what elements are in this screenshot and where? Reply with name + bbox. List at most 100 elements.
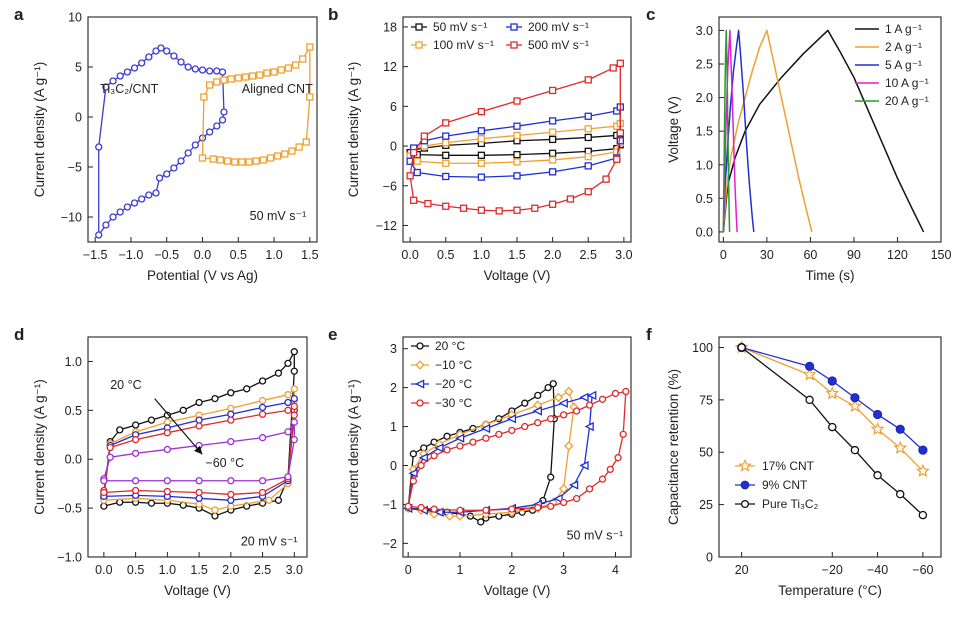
x-tick-label: −20 [822,563,843,577]
data-point [209,155,217,163]
legend-label: 500 mV s⁻¹ [528,38,589,52]
arrow-line [154,398,203,455]
data-point [579,460,589,471]
series-line [407,383,555,523]
y-tick-label: 3 [390,342,397,356]
x-tick-label: 0.0 [401,248,418,262]
y-tick-label: 75 [699,393,713,407]
panel-a: a −1.5 −1.0 −0.5 0.0 0.5 1.0 1.5 −10 −5 0 5 10 Potent… [14,5,319,283]
y-axis-label: Current density (A g⁻¹) [346,379,361,514]
x-tick-label: 1.0 [159,563,176,577]
data-point [477,206,486,214]
plot-area [722,29,925,233]
legend-label: −20 °C [435,377,472,391]
data-point [100,502,108,510]
data-point [184,63,192,71]
legend-marker [416,399,424,407]
data-point [737,343,746,352]
data-point [531,204,539,212]
data-point [559,498,568,507]
annotation: 20 mV s⁻¹ [241,534,298,548]
data-point [163,477,171,485]
data-point [290,394,298,403]
x-tick-label: 0 [720,248,727,262]
data-point [177,58,185,66]
y-tick-label: 0.5 [65,404,82,418]
data-point [227,437,235,446]
data-point [477,159,486,167]
data-point [456,442,464,450]
x-tick-label: 2.5 [580,248,597,262]
data-point [258,488,267,497]
data-point [195,422,203,430]
data-point [273,152,282,160]
data-point [100,488,108,497]
x-axis-label: Voltage (V) [484,268,551,283]
data-point [195,416,203,424]
data-point [195,500,203,508]
data-point [805,361,815,371]
data-point [825,386,840,400]
data-point [469,438,477,446]
data-point [227,404,235,413]
data-point [534,503,542,512]
legend-marker [416,342,424,350]
data-point [513,158,521,166]
data-point [454,433,465,443]
legend-label: 20 A g⁻¹ [885,94,929,108]
data-point [564,386,574,397]
data-point [442,159,450,167]
data-point [258,403,267,412]
series-line [722,29,813,233]
data-point [424,199,432,208]
data-point [145,53,153,61]
data-point [163,445,171,454]
data-point [213,122,221,130]
annotation: 20 °C [110,378,141,392]
data-point [227,389,235,397]
panel-b: b 0.0 0.5 1.0 1.5 2.0 2.5 3.0 −12 −6 0 6 12 18 Voltage… [328,5,633,283]
data-point [420,132,429,140]
legend: 17% CNT 9% CNT Pure Ti₃C₂ [735,458,819,511]
data-point [444,511,455,521]
legend-marker [415,41,423,49]
data-point [443,446,451,454]
series-line [741,346,924,451]
data-point [893,440,908,455]
x-tick-label: 3 [560,563,567,577]
data-point [548,135,557,144]
data-point [547,415,555,423]
panel-letter-a: a [14,5,24,24]
data-point [482,434,490,442]
data-point [290,367,298,375]
data-point [302,138,310,146]
series-a-1 [198,43,314,166]
data-point [109,213,117,221]
y-axis-label: Voltage (V) [666,96,681,163]
series-c-1 [722,29,813,233]
data-point [584,133,592,142]
data-point [553,392,564,403]
x-tick-label: −60 [912,563,933,577]
panel-f: f 20 −20 −40 −60 0 25 50 75 100 Temperature (°C) Ca… [646,325,942,598]
data-point [131,477,140,485]
x-tick-label: 3.0 [615,248,632,262]
y-tick-label: 25 [699,498,713,512]
data-point [109,77,117,85]
data-point [459,204,468,212]
data-point [95,231,103,239]
data-point [220,76,228,84]
x-tick-label: 2 [508,563,515,577]
data-point [544,383,552,392]
panel-d: d 0.0 0.5 1.0 1.5 2.0 2.5 3.0 −1.0 −0.5 0.0 0.5 1.0 V… [14,325,308,598]
y-tick-label: 0 [706,551,713,565]
x-axis-label: Voltage (V) [164,583,231,598]
data-point [258,477,267,485]
data-point [211,512,219,520]
data-point [572,407,581,415]
data-point [191,141,199,149]
data-point [306,93,314,101]
data-point [248,72,257,80]
y-tick-label: −1 [383,498,397,512]
